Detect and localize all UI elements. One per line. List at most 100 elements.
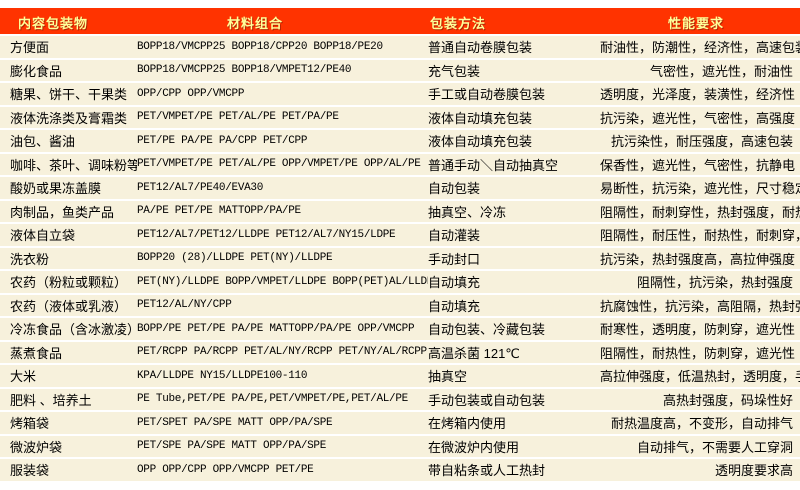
- cell-packaging-method: 普通自动卷膜包装: [428, 40, 533, 56]
- cell-material-combination: BOPP20 (28)/LLDPE PET(NY)/LLDPE: [137, 252, 333, 265]
- cell-material-combination: PET12/AL7/PE40/EVA30: [137, 181, 264, 194]
- cell-packaged-item: 服装袋: [10, 463, 50, 479]
- cell-packaging-method: 液体自动填充包装: [428, 134, 533, 150]
- cell-material-combination: PET12/AL/NY/CPP: [137, 299, 232, 312]
- cell-packaging-method: 带自粘条或人工热封: [428, 463, 546, 479]
- table-row: 服装袋 OPP OPP/CPP OPP/VMCPP PET/PE 带自粘条或人工…: [0, 459, 800, 483]
- cell-packaging-method: 在烤箱内使用: [428, 416, 507, 432]
- cell-packaging-method: 自动填充: [428, 298, 481, 314]
- cell-packaged-item: 蒸煮食品: [10, 345, 63, 361]
- cell-material-combination: KPA/LLDPE NY15/LLDPE100-110: [137, 369, 308, 382]
- cell-packaged-item: 冷冻食品（含冰激凌）: [10, 322, 137, 338]
- cell-packaged-item: 液体自立袋: [10, 228, 76, 244]
- cell-material-combination: PA/PE PET/PE MATTOPP/PA/PE: [137, 205, 301, 218]
- table-row: 方便面 BOPP18/VMCPP25 BOPP18/CPP20 BOPP18/P…: [0, 36, 800, 60]
- cell-material-combination: PET12/AL7/PET12/LLDPE PET12/AL7/NY15/LDP…: [137, 228, 396, 241]
- table-row: 液体自立袋 PET12/AL7/PET12/LLDPE PET12/AL7/NY…: [0, 224, 800, 248]
- cell-packaging-method: 抽真空、冷冻: [428, 204, 507, 220]
- table-row: 肉制品，鱼类产品 PA/PE PET/PE MATTOPP/PA/PE 抽真空、…: [0, 200, 800, 224]
- cell-packaged-item: 酸奶或果冻盖膜: [10, 181, 102, 197]
- column-header-contents: 内容包装物: [18, 16, 89, 31]
- table-row: 咖啡、茶叶、调味粉等 PET/VMPET/PE PET/AL/PE OPP/VM…: [0, 153, 800, 177]
- cell-packaged-item: 肥料 、培养土: [10, 392, 92, 408]
- cell-material-combination: BOPP18/VMCPP25 BOPP18/CPP20 BOPP18/PE20: [137, 40, 383, 53]
- table-row: 肥料 、培养土 PE Tube,PET/PE PA/PE,PET/VMPET/P…: [0, 388, 800, 412]
- cell-performance-requirements: 透明度要求高: [714, 463, 793, 479]
- cell-performance-requirements: 耐寒性，透明度，防刺穿，遮光性: [600, 322, 796, 338]
- cell-packaged-item: 农药（液体或乳液）: [10, 298, 128, 314]
- cell-packaging-method: 手动包装或自动包装: [428, 392, 546, 408]
- cell-performance-requirements: 抗污染，热封强度高，高拉伸强度: [600, 251, 796, 267]
- cell-performance-requirements: 抗污染性，耐压强度，高速包装: [610, 134, 793, 150]
- column-header-requirements: 性能要求: [668, 16, 725, 31]
- cell-packaging-method: 普通手动＼自动抽真空: [428, 157, 559, 173]
- table-row: 油包、酱油 PET/PE PA/PE PA/CPP PET/CPP 液体自动填充…: [0, 130, 800, 154]
- cell-performance-requirements: 气密性，遮光性，耐油性: [649, 63, 793, 79]
- cell-performance-requirements: 阻隔性，耐压性，耐热性，耐刺穿，抗污染: [600, 228, 800, 244]
- cell-material-combination: PET/VMPET/PE PET/AL/PE OPP/VMPET/PE OPP/…: [137, 158, 421, 171]
- table-row: 农药（液体或乳液） PET12/AL/NY/CPP 自动填充 抗腐蚀性，抗污染，…: [0, 294, 800, 318]
- cell-packaging-method: 在微波炉内使用: [428, 439, 520, 455]
- cell-packaged-item: 烤箱袋: [10, 416, 50, 432]
- cell-material-combination: OPP OPP/CPP OPP/VMCPP PET/PE: [137, 463, 314, 476]
- cell-packaged-item: 糖果、饼干、干果类: [10, 87, 128, 103]
- cell-packaging-method: 自动包装: [428, 181, 481, 197]
- cell-material-combination: BOPP18/VMCPP25 BOPP18/VMPET12/PE40: [137, 64, 352, 77]
- cell-packaged-item: 液体洗涤类及膏霜类: [10, 110, 128, 126]
- cell-packaging-method: 自动填充: [428, 275, 481, 291]
- cell-material-combination: BOPP/PE PET/PE PA/PE MATTOPP/PA/PE OPP/V…: [137, 322, 415, 335]
- column-header-method: 包装方法: [430, 16, 487, 31]
- table-body: 方便面 BOPP18/VMCPP25 BOPP18/CPP20 BOPP18/P…: [0, 36, 800, 483]
- cell-packaged-item: 农药（粉粒或颗粒）: [10, 275, 128, 291]
- cell-packaging-method: 自动灌装: [428, 228, 481, 244]
- table-row: 冷冻食品（含冰激凌） BOPP/PE PET/PE PA/PE MATTOPP/…: [0, 318, 800, 342]
- cell-performance-requirements: 保香性，遮光性，气密性，抗静电: [600, 157, 796, 173]
- cell-performance-requirements: 阻隔性，耐刺穿性，热封强度，耐热性: [600, 204, 800, 220]
- table-row: 大米 KPA/LLDPE NY15/LLDPE100-110 抽真空 高拉伸强度…: [0, 365, 800, 389]
- cell-packaged-item: 肉制品，鱼类产品: [10, 204, 115, 220]
- cell-performance-requirements: 高拉伸强度，低温热封，透明度，手挽强度高: [600, 369, 800, 385]
- cell-material-combination: OPP/CPP OPP/VMCPP: [137, 87, 245, 100]
- table-row: 农药（粉粒或颗粒） PET(NY)/LLDPE BOPP/VMPET/LLDPE…: [0, 271, 800, 295]
- table-header-bar: 内容包装物 材料组合 包装方法 性能要求: [0, 8, 800, 34]
- table-row: 液体洗涤类及膏霜类 PET/VMPET/PE PET/AL/PE PET/PA/…: [0, 106, 800, 130]
- cell-performance-requirements: 抗腐蚀性，抗污染，高阻隔，热封强度: [600, 298, 800, 314]
- cell-packaged-item: 方便面: [10, 40, 50, 56]
- table-row: 膨化食品 BOPP18/VMCPP25 BOPP18/VMPET12/PE40 …: [0, 59, 800, 83]
- cell-material-combination: PE Tube,PET/PE PA/PE,PET/VMPET/PE,PET/AL…: [137, 393, 408, 406]
- cell-material-combination: PET(NY)/LLDPE BOPP/VMPET/LLDPE BOPP(PET)…: [137, 275, 428, 288]
- table-row: 洗衣粉 BOPP20 (28)/LLDPE PET(NY)/LLDPE 手动封口…: [0, 247, 800, 271]
- cell-performance-requirements: 阻隔性，抗污染，热封强度: [636, 275, 793, 291]
- table-row: 蒸煮食品 PET/RCPP PA/RCPP PET/AL/NY/RCPP PET…: [0, 341, 800, 365]
- cell-performance-requirements: 透明度，光泽度，装潢性，经济性: [600, 87, 796, 103]
- cell-performance-requirements: 易断性，抗污染，遮光性，尺寸稳定: [600, 181, 800, 197]
- table-row: 酸奶或果冻盖膜 PET12/AL7/PE40/EVA30 自动包装 易断性，抗污…: [0, 177, 800, 201]
- cell-packaged-item: 油包、酱油: [10, 134, 76, 150]
- cell-material-combination: PET/VMPET/PE PET/AL/PE PET/PA/PE: [137, 111, 339, 124]
- cell-packaged-item: 微波炉袋: [10, 439, 63, 455]
- cell-packaging-method: 液体自动填充包装: [428, 110, 533, 126]
- cell-performance-requirements: 耐热温度高，不变形，自动排气: [610, 416, 793, 432]
- cell-material-combination: PET/SPET PA/SPE MATT OPP/PA/SPE: [137, 416, 333, 429]
- cell-performance-requirements: 自动排气，不需要人工穿洞: [636, 439, 793, 455]
- cell-packaging-method: 自动包装、冷藏包装: [428, 322, 546, 338]
- cell-packaging-method: 充气包装: [428, 63, 481, 79]
- cell-packaged-item: 洗衣粉: [10, 251, 50, 267]
- cell-material-combination: PET/PE PA/PE PA/CPP PET/CPP: [137, 134, 308, 147]
- cell-packaging-method: 抽真空: [428, 369, 468, 385]
- cell-packaged-item: 大米: [10, 369, 37, 385]
- column-header-materials: 材料组合: [227, 16, 284, 31]
- cell-performance-requirements: 耐油性，防潮性，经济性，高速包装: [600, 40, 800, 56]
- cell-packaging-method: 手工或自动卷膜包装: [428, 87, 546, 103]
- table-row: 微波炉袋 PET/SPE PA/SPE MATT OPP/PA/SPE 在微波炉…: [0, 435, 800, 459]
- table-row: 烤箱袋 PET/SPET PA/SPE MATT OPP/PA/SPE 在烤箱内…: [0, 412, 800, 436]
- cell-packaging-method: 手动封口: [428, 251, 481, 267]
- cell-packaged-item: 咖啡、茶叶、调味粉等: [10, 157, 137, 173]
- cell-packaged-item: 膨化食品: [10, 63, 63, 79]
- cell-performance-requirements: 抗污染，遮光性，气密性，高强度: [600, 110, 796, 126]
- table-row: 糖果、饼干、干果类 OPP/CPP OPP/VMCPP 手工或自动卷膜包装 透明…: [0, 83, 800, 107]
- cell-material-combination: PET/RCPP PA/RCPP PET/AL/NY/RCPP PET/NY/A…: [137, 346, 427, 359]
- cell-packaging-method: 高温杀菌 121℃: [428, 345, 520, 361]
- cell-performance-requirements: 阻隔性，耐热性，防刺穿，遮光性: [600, 345, 796, 361]
